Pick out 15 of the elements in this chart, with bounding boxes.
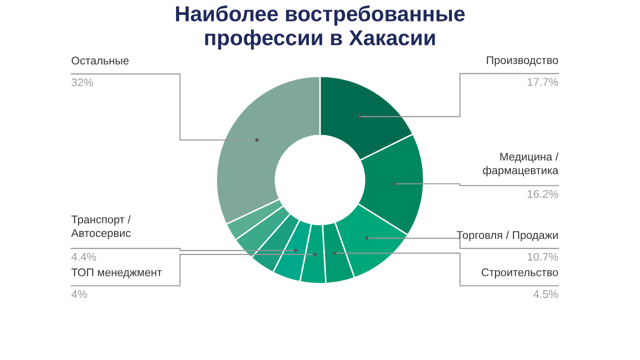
data-label: 10.7% (528, 252, 558, 261)
data-label: 32% (72, 78, 94, 86)
slice-label: Производство (486, 56, 558, 66)
slice-label: Торговля / Продажи (456, 230, 558, 242)
data-label: 4% (71, 290, 87, 298)
data-label: 17.7% (528, 78, 558, 86)
chart-title: Наиболее востребованные профессии в Хакасии (176, 5, 465, 50)
slice-label: Транспорт / Автосервис (71, 215, 131, 240)
slice-label: Строительство (482, 268, 558, 278)
data-label: 4.5% (533, 290, 558, 298)
data-label: 4.4% (71, 252, 96, 261)
data-label: 16.2% (528, 190, 558, 198)
slice-label: ТОП менеджмент (71, 268, 162, 278)
slice-label: Остальные (72, 56, 129, 64)
slice-label: Медицина / фармацевтика (482, 152, 558, 176)
